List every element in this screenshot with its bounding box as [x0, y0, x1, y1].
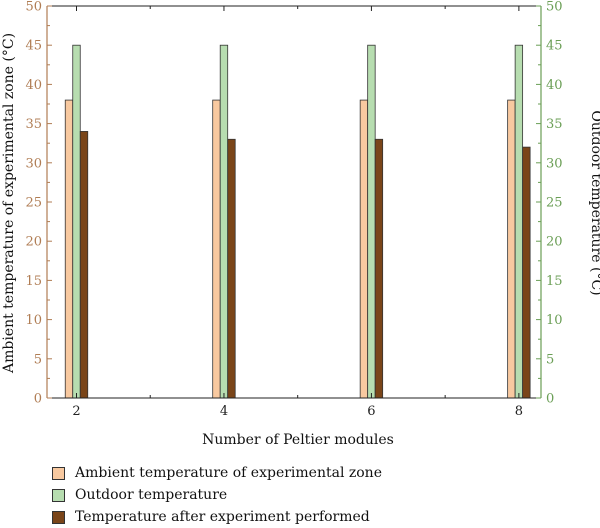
left-y-tick-label: 25	[25, 196, 42, 211]
right-y-tick-label: 0	[546, 392, 554, 407]
bar	[514, 44, 524, 399]
left-y-tick-label: 50	[25, 0, 42, 15]
x-axis-title: Number of Peltier modules	[202, 432, 394, 448]
right-y-axis-title: Outdoor temperature (°C)	[588, 110, 600, 295]
right-y-tick-label: 50	[546, 0, 563, 15]
x-tick-label: 2	[72, 404, 80, 419]
bar	[522, 146, 531, 399]
legend-swatch-after	[52, 510, 65, 524]
bar	[79, 131, 89, 399]
bar	[374, 138, 384, 399]
left-y-tick-label: 30	[25, 156, 42, 171]
right-y-tick-label: 15	[546, 274, 563, 289]
legend-item: Temperature after experiment performed	[52, 506, 382, 528]
left-y-tick-label: 10	[25, 313, 42, 328]
right-y-tick-label: 40	[546, 78, 563, 93]
bar	[367, 44, 376, 399]
left-y-tick-label: 15	[25, 274, 42, 289]
legend-swatch-outdoor	[52, 488, 65, 502]
x-tick-label: 6	[367, 404, 375, 419]
right-y-tick-label: 5	[546, 352, 554, 367]
x-tick-label: 4	[220, 404, 228, 419]
legend-item: Outdoor temperature	[52, 484, 382, 506]
bar	[64, 99, 74, 399]
bar	[507, 99, 516, 399]
left-y-axis-title: Ambient temperature of experimental zone…	[1, 33, 17, 374]
legend-item: Ambient temperature of experimental zone	[52, 462, 382, 484]
right-y-tick-label: 25	[546, 196, 563, 211]
right-y-tick-label: 20	[546, 235, 563, 250]
left-y-tick-label: 5	[34, 352, 42, 367]
bar	[72, 44, 81, 399]
left-y-tick-label: 40	[25, 78, 42, 93]
plot-area: 0 0 5 5 10 10 15 15 20 20 25 25 30 30 35 35 40 40 45 45 50 50…	[25, 0, 562, 419]
right-y-tick-label: 30	[546, 156, 563, 171]
left-y-tick-label: 20	[25, 235, 42, 250]
right-y-tick-label: 35	[546, 117, 563, 132]
bar	[212, 99, 221, 399]
left-y-tick-label: 0	[34, 392, 42, 407]
legend-label: Temperature after experiment performed	[75, 509, 370, 525]
right-y-tick-label: 10	[546, 313, 563, 328]
left-y-tick-label: 45	[25, 39, 42, 54]
bar-chart: 0 0 5 5 10 10 15 15 20 20 25 25 30 30 35 35 40 40 45 45 50 50…	[1, 0, 600, 448]
bar	[359, 99, 369, 399]
x-tick-label: 8	[515, 404, 523, 419]
bar	[219, 44, 229, 399]
legend-swatch-ambient	[52, 466, 65, 480]
right-y-tick-label: 45	[546, 39, 563, 54]
legend: Ambient temperature of experimental zone…	[52, 462, 382, 528]
left-y-tick-label: 35	[25, 117, 42, 132]
legend-label: Ambient temperature of experimental zone	[75, 465, 382, 481]
legend-label: Outdoor temperature	[75, 487, 228, 503]
bar	[227, 138, 236, 399]
